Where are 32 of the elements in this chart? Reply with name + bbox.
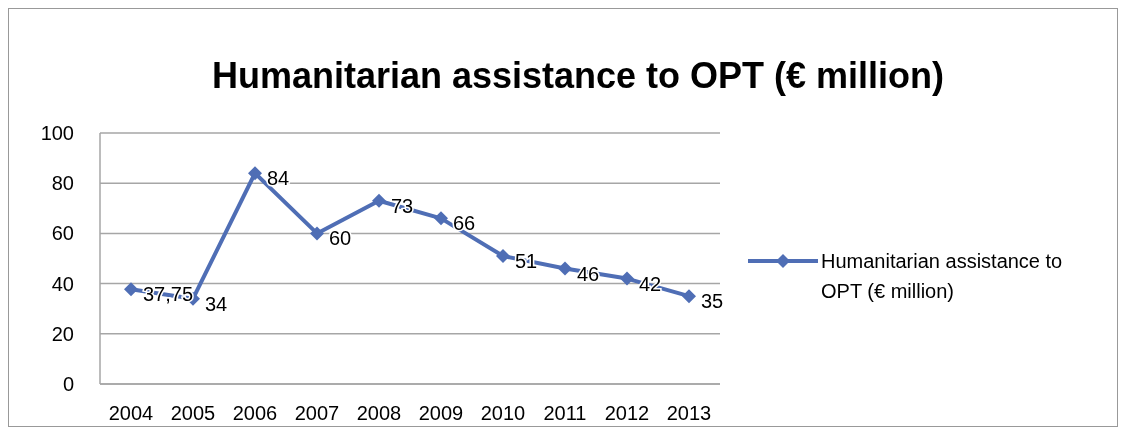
legend-label: Humanitarian assistance to OPT (€ million) (821, 250, 1063, 302)
data-label: 84 (267, 167, 290, 190)
chart-title: Humanitarian assistance to OPT (€ million) (211, 55, 945, 96)
point (372, 193, 386, 208)
point (248, 166, 262, 181)
x-tick-label: 2011 (543, 402, 587, 424)
x-tick-label: 2007 (294, 402, 340, 424)
point (434, 211, 448, 226)
x-tick-label: 2004 (108, 402, 154, 424)
x-tick-label: 2012 (604, 402, 650, 424)
x-tick-label: 2008 (356, 402, 402, 424)
x-tick-label: 2010 (480, 402, 526, 424)
y-tick-label: 20 (51, 322, 74, 345)
point (124, 282, 138, 297)
y-tick-label: 60 (51, 222, 74, 245)
x-tick-label: 2005 (170, 402, 216, 424)
point (558, 261, 572, 276)
x-tick-label: 2006 (232, 402, 278, 424)
data-label: 66 (453, 212, 476, 235)
x-tick-label: 2013 (666, 402, 712, 424)
y-tick-label: 100 (40, 122, 74, 144)
y-tick-label: 40 (51, 272, 74, 295)
x-tick-label: 2009 (418, 402, 464, 424)
y-tick-label: 0 (62, 373, 74, 395)
data-label: 34 (205, 292, 228, 315)
data-label: 60 (329, 227, 352, 250)
point (310, 226, 324, 241)
data-label: 35 (701, 290, 724, 313)
point (496, 248, 510, 263)
point (620, 271, 634, 286)
point (682, 289, 696, 304)
y-tick-label: 80 (51, 172, 74, 195)
